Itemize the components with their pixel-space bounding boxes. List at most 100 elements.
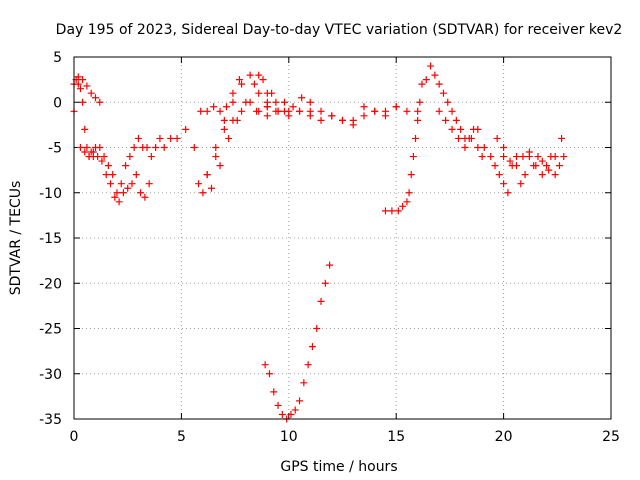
data-point	[545, 166, 553, 174]
data-point	[407, 171, 415, 179]
data-point	[457, 125, 465, 133]
data-point	[328, 112, 336, 120]
data-point	[381, 207, 389, 215]
series-middle-flat-2	[263, 103, 400, 129]
data-point	[360, 103, 368, 111]
data-point	[268, 89, 276, 97]
data-point	[474, 144, 482, 151]
data-point	[512, 162, 520, 170]
series-middle-flat-3	[255, 94, 314, 115]
data-point	[403, 198, 411, 206]
data-point	[534, 153, 542, 161]
data-point	[229, 116, 237, 124]
data-point	[500, 180, 508, 188]
data-point	[339, 116, 346, 124]
data-point	[134, 134, 142, 142]
data-point	[281, 98, 289, 106]
data-point	[190, 144, 198, 151]
data-point	[500, 144, 508, 151]
data-point	[225, 134, 233, 142]
y-axis-label: SDTVAR / TECUs	[8, 181, 24, 296]
data-point	[371, 107, 379, 115]
data-point	[98, 157, 106, 165]
data-point	[203, 171, 211, 179]
data-point	[291, 406, 299, 414]
data-point	[229, 89, 237, 97]
data-point	[216, 107, 224, 115]
data-point	[100, 153, 108, 161]
data-point	[212, 153, 220, 161]
series-dip	[261, 261, 334, 423]
data-point	[300, 379, 308, 387]
data-point	[220, 116, 228, 124]
data-point	[313, 325, 321, 332]
data-point	[388, 207, 396, 215]
data-point	[519, 153, 527, 161]
data-point	[435, 107, 443, 115]
data-point	[403, 107, 411, 115]
series-ridge-4	[190, 76, 243, 151]
data-point	[532, 162, 540, 170]
y-tick-label: -20	[39, 276, 62, 292]
data-point	[422, 76, 430, 84]
data-point	[216, 162, 224, 170]
data-point	[81, 125, 89, 133]
y-tick-label: -25	[39, 322, 62, 338]
data-point	[270, 388, 278, 396]
data-point	[558, 134, 566, 142]
data-point	[207, 184, 215, 192]
x-tick-label: 15	[387, 429, 405, 445]
series-tail	[491, 153, 568, 197]
data-point	[412, 134, 420, 142]
data-point	[83, 82, 91, 90]
y-tick-label: 0	[53, 95, 62, 111]
data-point	[246, 98, 254, 106]
data-point	[212, 144, 220, 151]
data-point	[399, 202, 407, 210]
data-point	[141, 193, 149, 201]
data-point	[416, 98, 424, 106]
data-point	[152, 144, 160, 151]
data-point	[409, 153, 417, 161]
data-point	[255, 71, 263, 79]
data-point	[461, 144, 469, 151]
data-point	[321, 279, 329, 287]
data-point	[512, 153, 520, 161]
data-point	[173, 134, 181, 142]
series-ridge-1	[195, 71, 271, 188]
data-point	[308, 343, 316, 351]
data-point	[238, 107, 246, 115]
data-point	[132, 171, 140, 179]
x-tick-label: 5	[177, 429, 186, 445]
data-point	[197, 107, 205, 115]
series-early-scatter	[70, 76, 190, 197]
data-point	[493, 134, 501, 142]
y-tick-label: -10	[39, 186, 62, 202]
chart-title: Day 195 of 2023, Sidereal Day-to-day VTE…	[56, 22, 623, 38]
data-point	[223, 103, 231, 111]
data-point	[431, 71, 439, 79]
series-late-spread	[435, 107, 508, 161]
data-point	[126, 153, 134, 161]
y-tick-label: -35	[39, 412, 62, 428]
data-point	[263, 112, 271, 120]
series-late-high	[418, 62, 486, 161]
data-point	[495, 171, 503, 179]
data-point	[96, 98, 104, 106]
data-point	[427, 62, 435, 70]
data-point	[76, 85, 84, 93]
grid	[74, 57, 611, 419]
y-tick-label: -30	[39, 367, 62, 383]
data-point	[160, 144, 168, 151]
data-point	[521, 171, 529, 179]
data-point	[229, 98, 237, 106]
data-point	[250, 80, 258, 88]
data-point	[349, 121, 357, 129]
y-tick-label: -15	[39, 231, 62, 247]
data-point	[255, 107, 263, 115]
data-point	[506, 157, 514, 165]
data-point	[381, 112, 389, 120]
data-point	[137, 189, 145, 197]
tick-labels: 0 5 10 15 20 25 5 0 -5 -10 -15 -20 -25 -30 -35	[39, 50, 620, 445]
data-point	[306, 98, 314, 106]
